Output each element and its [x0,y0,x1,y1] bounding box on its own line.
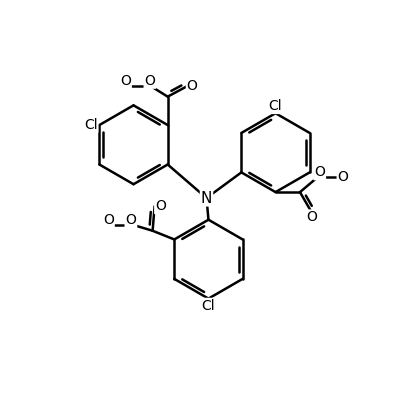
Text: O: O [306,210,317,224]
Text: O: O [120,74,131,88]
Text: O: O [314,165,325,179]
Text: O: O [145,74,155,88]
Text: N: N [201,190,212,206]
Text: O: O [126,213,136,227]
Text: O: O [187,79,197,93]
Text: O: O [103,213,114,227]
Text: O: O [337,170,349,184]
Text: Cl: Cl [269,99,282,113]
Text: Cl: Cl [84,118,97,132]
Text: Cl: Cl [202,299,215,313]
Text: O: O [155,199,166,213]
